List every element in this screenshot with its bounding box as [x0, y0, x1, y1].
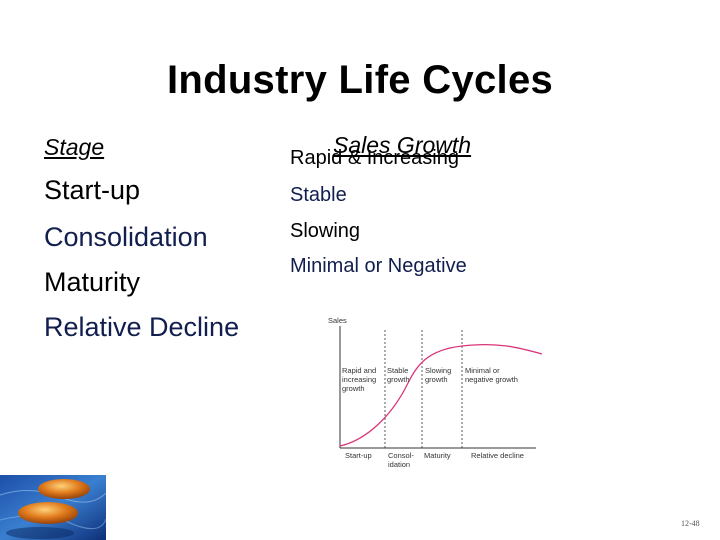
- stage-relative-decline: Relative Decline: [44, 312, 240, 342]
- phase-label-maturity: Slowing growth: [425, 366, 451, 384]
- phase-label-start-up: Rapid and increasing growth: [342, 366, 376, 393]
- growth-slowing: Slowing: [290, 220, 361, 242]
- growth-rapid-increasing: Rapid & Increasing: [290, 147, 459, 169]
- x-label-relative-decline: Relative decline: [471, 451, 524, 460]
- stage-start-up: Start-up: [44, 175, 141, 205]
- x-label-maturity: Maturity: [424, 451, 451, 460]
- life-cycle-diagram: Sales Rapid and increasing growth Stable gr…: [328, 316, 543, 469]
- stage-maturity: Maturity: [44, 267, 141, 297]
- growth-stable: Stable: [290, 184, 347, 206]
- stage-consolidation: Consolidation: [44, 222, 208, 252]
- sales-growth-column-header: Sales Growth: [333, 132, 472, 158]
- slide-number: 12-48: [681, 519, 700, 528]
- growth-minimal-negative: Minimal or Negative: [290, 255, 467, 277]
- x-label-consolidation: Consol-idation: [388, 451, 414, 469]
- decorative-stones-image: [0, 475, 106, 540]
- slide-title: Industry Life Cycles: [166, 58, 554, 102]
- stone-icon: [18, 502, 78, 524]
- stage-column-header: Stage: [44, 134, 105, 160]
- x-label-start-up: Start-up: [345, 451, 372, 460]
- diagram-y-label: Sales: [328, 316, 347, 325]
- phase-label-relative-decline: Minimal or negative growth: [465, 366, 518, 384]
- sales-curve: [339, 343, 543, 447]
- phase-label-consolidation: Stable growth: [387, 366, 410, 384]
- stone-icon: [38, 479, 90, 499]
